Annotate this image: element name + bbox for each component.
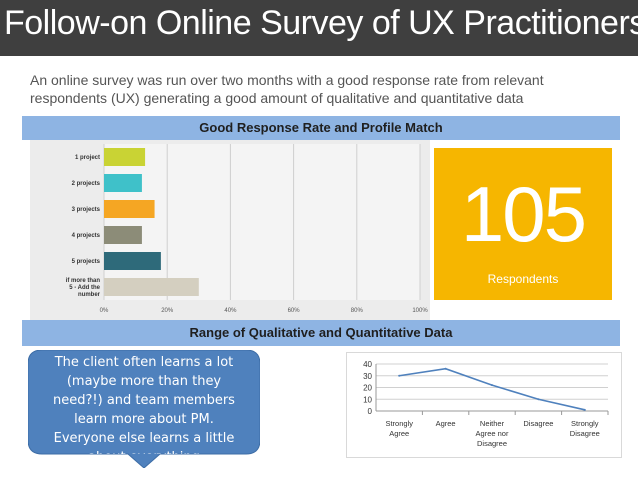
bar-category-label: 3 projects bbox=[72, 207, 101, 213]
respondent-label: Respondents bbox=[487, 272, 559, 286]
callout-shape bbox=[28, 350, 260, 468]
line-chart-panel bbox=[346, 352, 622, 458]
respondent-count: 105 bbox=[460, 170, 587, 258]
line-series bbox=[399, 367, 585, 411]
line-y-tick-label: 40 bbox=[363, 360, 372, 369]
bar-category-label: 5 projects bbox=[72, 259, 101, 265]
line-y-tick-label: 10 bbox=[363, 395, 372, 404]
bar-x-tick-label: 20% bbox=[161, 308, 174, 314]
callout-text: The client often learns a lot (maybe mor… bbox=[53, 355, 235, 454]
callout-bubble: The client often learns a lot (maybe mor… bbox=[28, 350, 260, 468]
bar bbox=[104, 278, 199, 296]
bar-plot-area bbox=[104, 144, 420, 300]
title-bar: Follow-on Online Survey of UX Practition… bbox=[0, 0, 638, 56]
line-point bbox=[491, 384, 493, 387]
bar-category-label: 2 projects bbox=[72, 181, 101, 187]
bar-category-label: 4 projects bbox=[72, 233, 101, 239]
line-point bbox=[583, 408, 586, 411]
bar bbox=[104, 226, 142, 244]
line-category-label: Disagree bbox=[523, 419, 553, 428]
bar bbox=[104, 200, 155, 218]
line-category-label: Neither Agree nor Disagree bbox=[476, 419, 509, 448]
intro-text: An online survey was run over two months… bbox=[30, 72, 544, 106]
line-point bbox=[398, 374, 401, 377]
section-band-data: Range of Qualitative and Quantitative Da… bbox=[22, 320, 620, 346]
bar-x-tick-label: 40% bbox=[224, 308, 237, 314]
line-point bbox=[444, 367, 447, 370]
section-band-response: Good Response Rate and Profile Match bbox=[22, 116, 620, 140]
line-y-tick-label: 20 bbox=[363, 384, 372, 393]
line-point bbox=[537, 398, 540, 401]
bar-x-tick-label: 60% bbox=[288, 308, 301, 314]
bar bbox=[104, 148, 146, 166]
line-y-tick-label: 0 bbox=[368, 407, 373, 416]
slide-title: Follow-on Online Survey of UX Practition… bbox=[4, 4, 638, 42]
bar bbox=[104, 252, 161, 270]
line-category-label: Agree bbox=[436, 419, 456, 428]
bar-x-tick-label: 80% bbox=[351, 308, 364, 314]
respondents-box: 105 Respondents bbox=[434, 148, 612, 300]
projects-bar-chart: 0% 20% 40% 60% 80% 100% 1 project 2 projects 3 p… bbox=[66, 144, 428, 314]
line-y-tick-label: 30 bbox=[363, 372, 372, 381]
bar-x-tick-label: 0% bbox=[100, 308, 109, 314]
line-category-label: Strongly Agree bbox=[385, 419, 413, 438]
bar-category-label: if more than 5 - Add the number bbox=[66, 278, 101, 298]
agreement-line-chart: 0 10 20 30 40 Strongly Agree Agree Neither Agree … bbox=[363, 360, 609, 448]
bar-category-label: 1 project bbox=[75, 155, 100, 161]
bar-x-tick-label: 100% bbox=[412, 308, 428, 314]
line-category-label: Strongly Disagree bbox=[570, 419, 600, 438]
bar bbox=[104, 174, 142, 192]
